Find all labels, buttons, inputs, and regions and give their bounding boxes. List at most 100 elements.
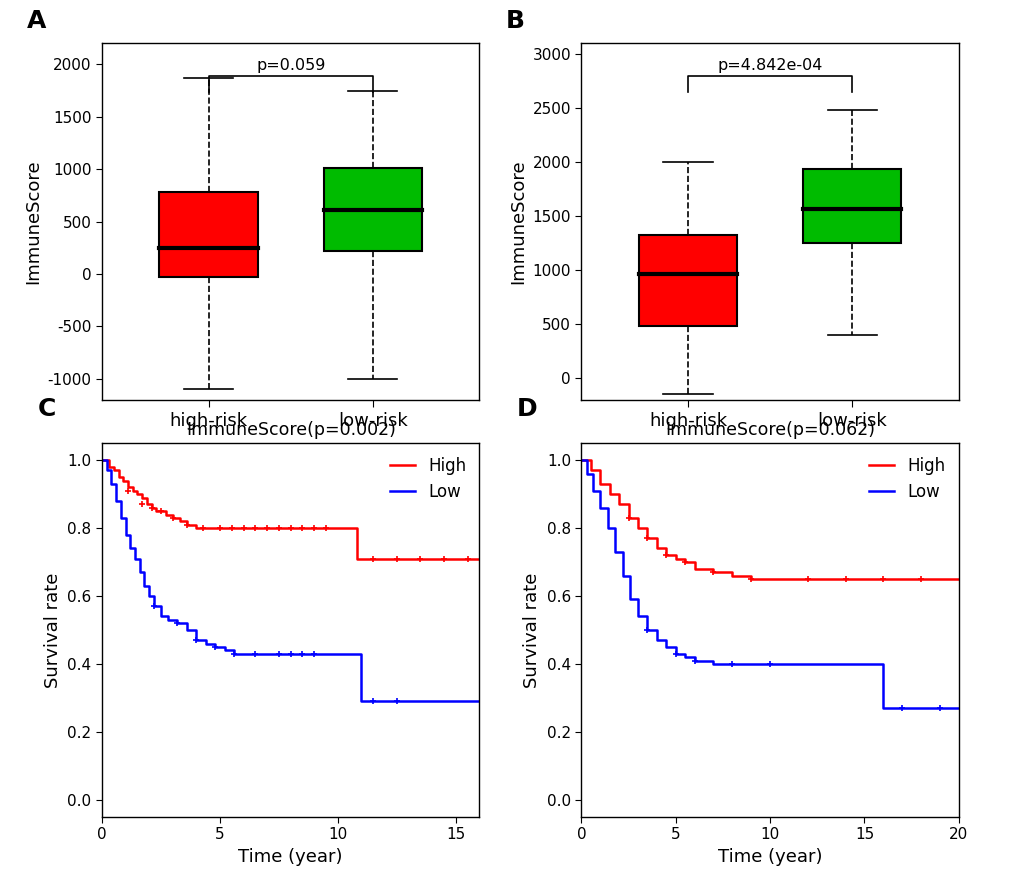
- Text: D: D: [517, 397, 537, 421]
- Low: [139, 580, 151, 591]
- High: [155, 506, 167, 516]
- Low: [190, 635, 202, 646]
- High: [839, 574, 851, 584]
- High: [622, 513, 634, 523]
- High: [237, 523, 250, 534]
- Low: [896, 703, 908, 713]
- High: [197, 523, 209, 534]
- Low: [308, 648, 320, 659]
- Low: [261, 648, 273, 659]
- High: [650, 543, 662, 554]
- Low: [933, 703, 946, 713]
- High: [763, 574, 775, 584]
- High: [641, 533, 653, 543]
- Low: [180, 625, 193, 635]
- High: [688, 564, 700, 574]
- High: [659, 550, 672, 561]
- Low: [707, 659, 719, 669]
- Low: [343, 648, 356, 659]
- High: [876, 574, 889, 584]
- Line: High: High: [581, 461, 958, 579]
- Low: [608, 547, 621, 557]
- High: [214, 523, 226, 534]
- High: [473, 554, 485, 564]
- Low: [632, 611, 644, 621]
- Low: [96, 455, 108, 466]
- Low: [586, 486, 598, 496]
- High: [331, 523, 343, 534]
- Low: [659, 642, 672, 653]
- Low: [237, 648, 250, 659]
- High: [225, 523, 237, 534]
- High: [297, 523, 309, 534]
- Low: [284, 648, 297, 659]
- High: [249, 523, 261, 534]
- Text: C: C: [38, 397, 56, 421]
- High: [612, 499, 625, 509]
- Low: [218, 645, 230, 655]
- High: [351, 554, 363, 564]
- Low: [616, 570, 629, 580]
- Low: [249, 648, 261, 659]
- High: [150, 506, 162, 516]
- High: [146, 502, 158, 513]
- Low: [143, 591, 155, 601]
- Text: A: A: [26, 9, 46, 33]
- Low: [473, 696, 485, 706]
- High: [159, 509, 171, 520]
- Low: [209, 642, 221, 653]
- Low: [679, 652, 691, 662]
- Low: [641, 625, 653, 635]
- Low: [858, 659, 870, 669]
- Low: [119, 530, 131, 541]
- High: [96, 455, 108, 466]
- High: [166, 513, 178, 523]
- High: [136, 493, 148, 503]
- Low: [355, 696, 367, 706]
- High: [449, 554, 462, 564]
- High: [379, 554, 391, 564]
- High: [707, 567, 719, 578]
- Bar: [323, 169, 422, 251]
- Title: ImmuneScore(p=0.062): ImmuneScore(p=0.062): [664, 421, 874, 439]
- High: [308, 523, 320, 534]
- High: [593, 479, 605, 489]
- Low: [105, 479, 117, 489]
- High: [261, 523, 273, 534]
- Low: [601, 523, 613, 534]
- Low: [952, 703, 964, 713]
- Legend: High, Low: High, Low: [384, 452, 471, 506]
- High: [180, 520, 193, 530]
- High: [272, 523, 284, 534]
- Low: [228, 648, 240, 659]
- High: [668, 554, 681, 564]
- Text: p=0.059: p=0.059: [256, 57, 325, 73]
- Line: Low: Low: [102, 461, 479, 701]
- Low: [575, 455, 587, 466]
- High: [131, 489, 144, 500]
- Y-axis label: Survival rate: Survival rate: [523, 573, 541, 687]
- Low: [162, 614, 174, 625]
- Low: [650, 635, 662, 646]
- High: [426, 554, 438, 564]
- Bar: [802, 169, 901, 243]
- Low: [763, 659, 775, 669]
- Low: [148, 601, 160, 612]
- High: [403, 554, 415, 564]
- X-axis label: Time (year): Time (year): [238, 848, 342, 866]
- Low: [171, 618, 183, 628]
- Low: [403, 696, 415, 706]
- Low: [593, 502, 605, 513]
- High: [190, 523, 202, 534]
- High: [108, 465, 120, 475]
- Low: [124, 543, 137, 554]
- Low: [272, 648, 284, 659]
- Low: [200, 639, 212, 649]
- Low: [133, 567, 146, 578]
- High: [575, 455, 587, 466]
- High: [126, 486, 139, 496]
- Low: [128, 554, 141, 564]
- Y-axis label: ImmuneScore: ImmuneScore: [24, 159, 42, 284]
- Low: [297, 648, 309, 659]
- High: [744, 574, 756, 584]
